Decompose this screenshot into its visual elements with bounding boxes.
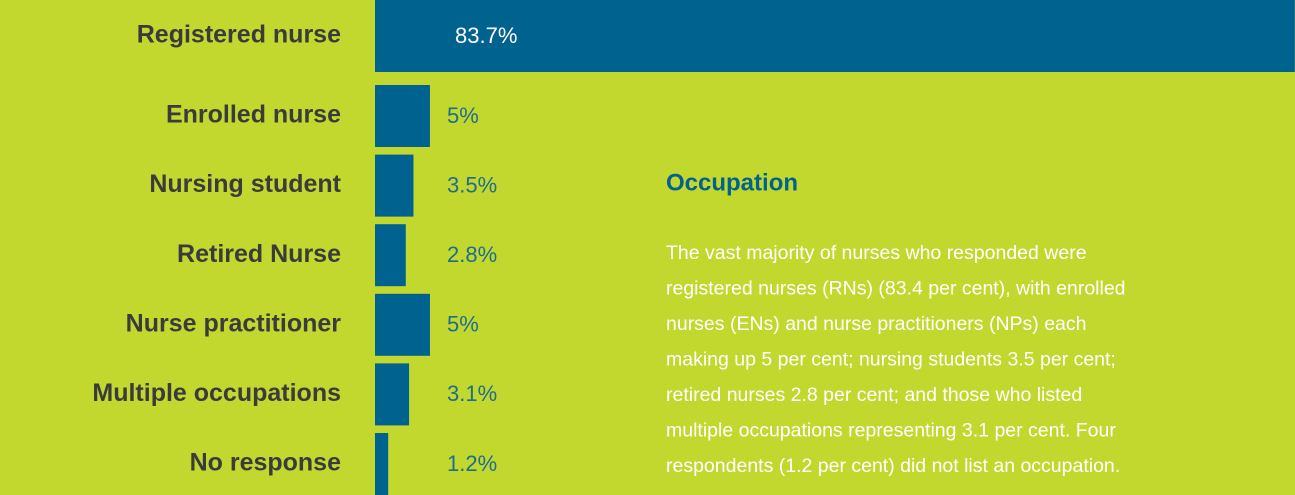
value-label: 3.5%: [447, 172, 497, 197]
value-label: 5%: [447, 103, 479, 128]
category-label: Enrolled nurse: [166, 101, 341, 129]
annotation-line: The vast majority of nurses who responde…: [666, 242, 1087, 264]
category-label: Multiple occupations: [92, 379, 341, 407]
category-label: Nurse practitioner: [126, 309, 342, 337]
category-label: No response: [190, 449, 342, 477]
value-label: 2.8%: [447, 242, 497, 267]
annotation-line: making up 5 per cent; nursing students 3…: [666, 349, 1116, 371]
bar: [375, 85, 430, 147]
annotation-line: registered nurses (RNs) (83.4 per cent),…: [666, 278, 1126, 300]
bar: [375, 293, 430, 356]
value-label: 5%: [447, 312, 479, 337]
annotation-line: multiple occupations representing 3.1 pe…: [666, 420, 1116, 442]
category-label: Registered nurse: [137, 21, 341, 49]
bar: [375, 154, 414, 217]
value-label: 1.2%: [447, 451, 497, 476]
annotation-line: retired nurses 2.8 per cent; and those w…: [666, 384, 1082, 406]
annotation-title: Occupation: [666, 169, 798, 196]
category-label: Retired Nurse: [177, 240, 341, 268]
category-label: Nursing student: [149, 170, 341, 198]
value-label: 3.1%: [447, 381, 497, 406]
annotation-line: respondents (1.2 per cent) did not list …: [666, 455, 1120, 477]
bar: [375, 363, 410, 426]
annotation-line: nurses (ENs) and nurse practitioners (NP…: [666, 313, 1087, 335]
bar: [375, 224, 406, 287]
bar: [375, 0, 1295, 72]
value-label: 83.7%: [455, 23, 517, 48]
bar: [375, 433, 389, 495]
